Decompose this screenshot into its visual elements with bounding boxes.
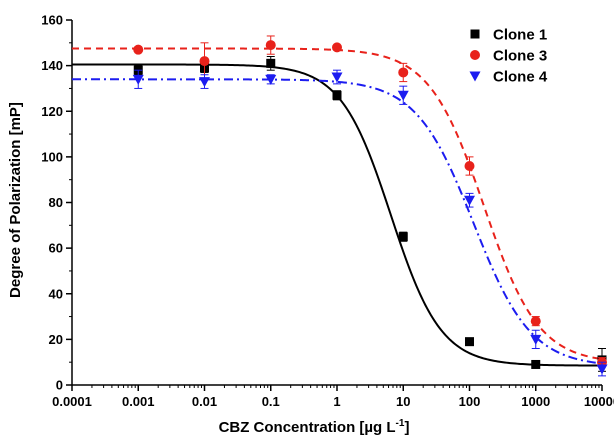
- legend-marker-clone-4: [469, 71, 481, 82]
- y-axis-title: Degree of Polarization [mP]: [7, 102, 24, 298]
- data-markers: [132, 35, 608, 377]
- data-point-clone-3: [199, 56, 210, 67]
- data-point-clone-3: [265, 40, 276, 51]
- x-tick-label: 100: [459, 394, 481, 409]
- x-tick-label: 0.0001: [52, 394, 92, 409]
- x-axis-title: CBZ Concentration [µg L-1]: [219, 418, 410, 436]
- y-tick-label: 140: [41, 58, 63, 73]
- x-axis-title-main: CBZ Concentration [µg L: [219, 419, 396, 436]
- data-point-clone-3: [332, 42, 342, 53]
- data-point-clone-1: [531, 359, 541, 369]
- legend: Clone 1 Clone 3 Clone 4: [469, 27, 548, 86]
- y-tick-label: 20: [49, 332, 63, 347]
- data-point-clone-3: [530, 316, 541, 327]
- y-tick-label: 100: [41, 149, 63, 164]
- y-tick-label: 160: [41, 13, 63, 28]
- legend-label-clone-1: Clone 1: [493, 27, 547, 44]
- fit-curve-clone-4: [72, 78, 603, 365]
- data-point-clone-3: [133, 44, 144, 55]
- x-tick-label: 1000: [521, 394, 550, 409]
- x-tick-label: 1: [333, 394, 340, 409]
- y-tick-label: 120: [41, 104, 63, 119]
- x-tick-label: 10: [396, 394, 410, 409]
- legend-label-clone-4: Clone 4: [493, 69, 548, 86]
- data-point-clone-4: [132, 74, 144, 85]
- legend-label-clone-3: Clone 3: [493, 48, 547, 65]
- data-point-clone-4: [596, 364, 608, 375]
- data-point-clone-4: [331, 72, 343, 83]
- y-tick-label: 0: [56, 378, 63, 393]
- y-tick-label: 80: [49, 195, 63, 210]
- data-point-clone-3: [398, 67, 409, 78]
- data-point-clone-4: [530, 334, 542, 345]
- data-point-clone-4: [265, 74, 277, 85]
- fit-curve-clone-1: [72, 63, 602, 367]
- x-tick-label: 0.001: [122, 394, 155, 409]
- x-axis-title-suffix: ]: [404, 419, 409, 436]
- y-tick-label: 40: [49, 286, 63, 301]
- y-tick-label: 60: [49, 241, 63, 256]
- data-point-clone-4: [199, 77, 210, 88]
- x-tick-label: 0.1: [262, 394, 280, 409]
- legend-marker-clone-3: [470, 50, 480, 60]
- x-tick-label: 0.01: [192, 394, 217, 409]
- data-point-clone-4: [464, 195, 475, 206]
- data-point-clone-1: [398, 232, 408, 242]
- data-point-clone-1: [266, 58, 276, 68]
- data-point-clone-3: [464, 161, 475, 171]
- x-axis-title-superscript: -1: [396, 418, 405, 429]
- data-point-clone-1: [332, 90, 342, 100]
- data-point-clone-4: [397, 90, 409, 101]
- data-point-clone-1: [465, 337, 474, 347]
- legend-marker-clone-1: [470, 29, 480, 39]
- y-axis: 0 20 40 60 80 100 120 140 160: [41, 13, 73, 393]
